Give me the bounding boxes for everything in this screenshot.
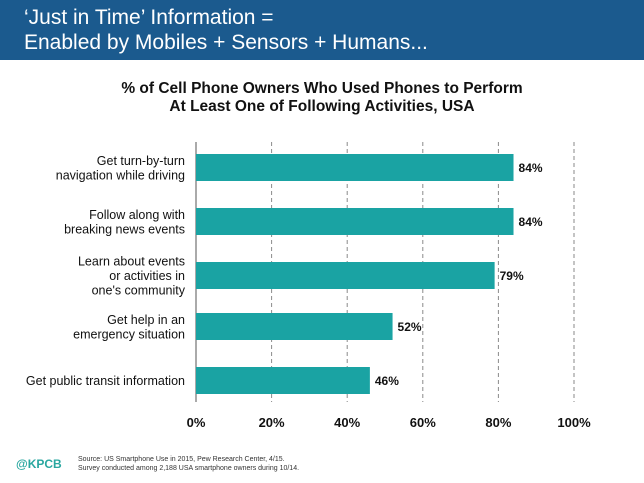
- category-label: Learn about events: [78, 255, 185, 269]
- x-tick-label: 100%: [557, 415, 591, 430]
- bar: [196, 262, 495, 289]
- x-tick-label: 40%: [334, 415, 360, 430]
- chart-title-line-2: At Least One of Following Activities, US…: [169, 98, 475, 115]
- category-label: one's community: [92, 284, 186, 298]
- x-tick-label: 80%: [485, 415, 511, 430]
- bar: [196, 154, 514, 181]
- source-line-2: Survey conducted among 2,188 USA smartph…: [78, 464, 300, 472]
- bar: [196, 367, 370, 394]
- bar: [196, 313, 393, 340]
- value-label: 52%: [398, 320, 422, 334]
- value-label: 84%: [519, 161, 543, 175]
- value-label: 79%: [500, 269, 524, 283]
- x-tick-label: 0%: [187, 415, 206, 430]
- source-note: Source: US Smartphone Use in 2015, Pew R…: [78, 456, 299, 473]
- category-label: emergency situation: [73, 327, 185, 341]
- category-label: Follow along with: [89, 208, 185, 222]
- title-banner: ‘Just in Time’ Information = Enabled by …: [0, 0, 644, 60]
- category-label: Get public transit information: [26, 374, 185, 388]
- x-tick-label: 20%: [259, 415, 285, 430]
- category-label: or activities in: [109, 269, 185, 283]
- slide-title-line-1: ‘Just in Time’ Information =: [24, 6, 274, 29]
- chart-title-line-1: % of Cell Phone Owners Who Used Phones t…: [121, 80, 523, 97]
- slide-title-line-2: Enabled by Mobiles + Sensors + Humans...: [24, 31, 428, 54]
- category-label: navigation while driving: [56, 168, 185, 182]
- bar: [196, 208, 514, 235]
- x-tick-label: 60%: [410, 415, 436, 430]
- category-label: Get help in an: [107, 313, 185, 327]
- source-line-1: Source: US Smartphone Use in 2015, Pew R…: [78, 456, 285, 463]
- value-label: 46%: [375, 374, 399, 388]
- category-label: Get turn-by-turn: [97, 154, 185, 168]
- category-label: breaking news events: [64, 222, 185, 236]
- kpcb-logo: @KPCB: [16, 457, 62, 471]
- value-label: 84%: [519, 215, 543, 229]
